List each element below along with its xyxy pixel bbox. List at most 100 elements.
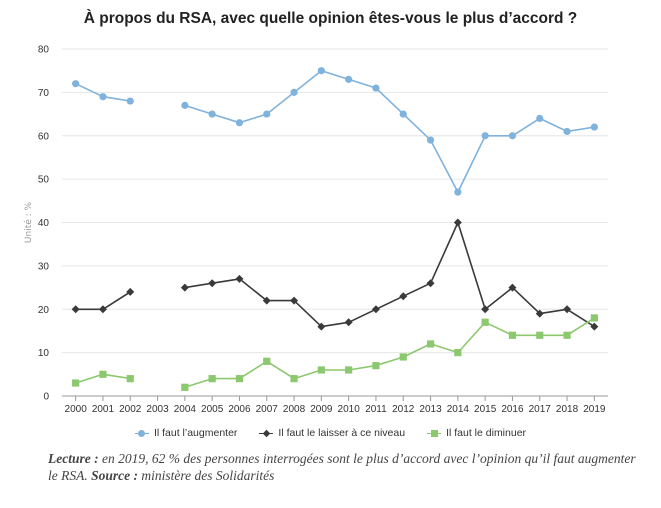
data-point	[317, 322, 326, 331]
legend-label: Il faut le laisser à ce niveau	[278, 427, 406, 439]
data-point	[263, 110, 271, 118]
data-point	[71, 305, 80, 314]
data-point	[590, 314, 598, 322]
data-point	[371, 305, 380, 314]
data-point	[426, 136, 435, 144]
data-point	[208, 279, 217, 288]
data-point	[426, 279, 435, 288]
data-point	[181, 383, 189, 391]
data-point	[98, 305, 107, 314]
y-tick-label: 50	[38, 175, 50, 186]
data-point	[208, 375, 216, 383]
data-point	[126, 97, 134, 105]
data-point	[563, 305, 572, 314]
series-line	[184, 221, 595, 328]
data-point	[290, 296, 299, 305]
data-point	[426, 340, 435, 348]
data-point	[399, 292, 408, 301]
x-tick-label: 2002	[119, 404, 142, 415]
data-point	[317, 366, 325, 374]
x-tick-label: 2011	[365, 404, 387, 415]
x-tick-label: 2010	[338, 404, 361, 415]
lecture-label: Lecture :	[48, 451, 99, 466]
x-tick-label: 2015	[474, 404, 497, 415]
data-point	[208, 110, 216, 118]
data-point	[563, 127, 571, 136]
source-text: ministère des Solidarités	[138, 468, 275, 483]
data-point	[235, 119, 244, 127]
legend-item[interactable]: Il faut le laisser à ce niveau	[259, 427, 405, 439]
lecture-text: en 2019, 62 % des personnes interrogées …	[48, 451, 636, 483]
data-point	[508, 283, 517, 292]
legend-swatch	[259, 429, 274, 437]
data-point	[290, 375, 298, 383]
data-point	[99, 370, 107, 378]
x-tick-label: 2019	[583, 404, 606, 415]
data-point	[508, 132, 517, 140]
x-tick-label: 2014	[447, 404, 470, 415]
y-tick-label: 30	[38, 261, 50, 272]
x-tick-label: 2009	[310, 404, 333, 415]
x-tick-label: 2016	[501, 404, 524, 415]
y-tick-label: 20	[38, 305, 50, 316]
y-tick-label: 0	[43, 392, 49, 403]
x-tick-label: 2008	[283, 404, 306, 415]
chart-legend: Il faut l’augmenter Il faut le laisser à…	[0, 427, 661, 439]
data-point	[344, 318, 353, 327]
data-point	[72, 80, 80, 88]
data-point	[536, 114, 544, 122]
y-axis-label: Unité : %	[23, 201, 34, 243]
legend-swatch	[134, 429, 149, 437]
x-tick-label: 2006	[228, 404, 251, 415]
data-point	[481, 132, 489, 140]
data-point	[317, 67, 325, 75]
source-label: Source :	[91, 468, 138, 483]
data-point	[372, 362, 380, 370]
y-tick-label: 60	[38, 131, 50, 142]
data-point	[454, 349, 462, 357]
legend-item[interactable]: Il faut l’augmenter	[134, 427, 237, 439]
chart-title: À propos du RSA, avec quelle opinion ête…	[83, 10, 578, 27]
data-point	[399, 353, 407, 361]
data-point	[263, 357, 271, 365]
y-tick-label: 10	[38, 348, 50, 359]
legend-label: Il faut le diminuer	[446, 427, 527, 439]
data-point	[563, 331, 571, 339]
data-point	[590, 123, 598, 131]
legend-swatch	[427, 429, 442, 437]
data-point	[454, 188, 462, 196]
x-tick-label: 2003	[146, 404, 169, 415]
data-point	[262, 296, 271, 305]
data-point	[180, 283, 189, 292]
x-tick-label: 2000	[65, 404, 88, 415]
data-point	[235, 274, 244, 283]
x-tick-label: 2012	[392, 404, 415, 415]
data-point	[235, 375, 244, 383]
data-point	[345, 75, 353, 83]
y-tick-label: 70	[38, 88, 50, 99]
data-point	[99, 93, 107, 101]
line-chart: 0 10 20 30 40 50 60 70 80 Unité : % 2000 2001 2002 20…	[23, 45, 608, 415]
data-point	[481, 318, 489, 326]
data-point	[72, 379, 80, 387]
x-tick-label: 2017	[529, 404, 552, 415]
data-point	[590, 322, 599, 331]
y-tick-label: 80	[38, 45, 50, 56]
x-tick-label: 2004	[174, 404, 197, 415]
data-point	[290, 88, 298, 96]
legend-item[interactable]: Il faut le diminuer	[427, 427, 526, 439]
data-point	[535, 309, 544, 318]
x-tick-label: 2007	[256, 404, 279, 415]
data-point	[453, 218, 462, 227]
data-point	[399, 110, 407, 118]
data-point	[372, 84, 380, 92]
x-tick-label: 2005	[201, 404, 224, 415]
data-point	[345, 366, 353, 374]
x-tick-label: 2001	[92, 404, 115, 415]
x-tick-label: 2018	[556, 404, 579, 415]
series-line	[184, 317, 595, 389]
series-line	[184, 69, 595, 193]
data-point	[508, 331, 517, 339]
data-point	[481, 305, 490, 314]
x-tick-label: 2013	[419, 404, 442, 415]
